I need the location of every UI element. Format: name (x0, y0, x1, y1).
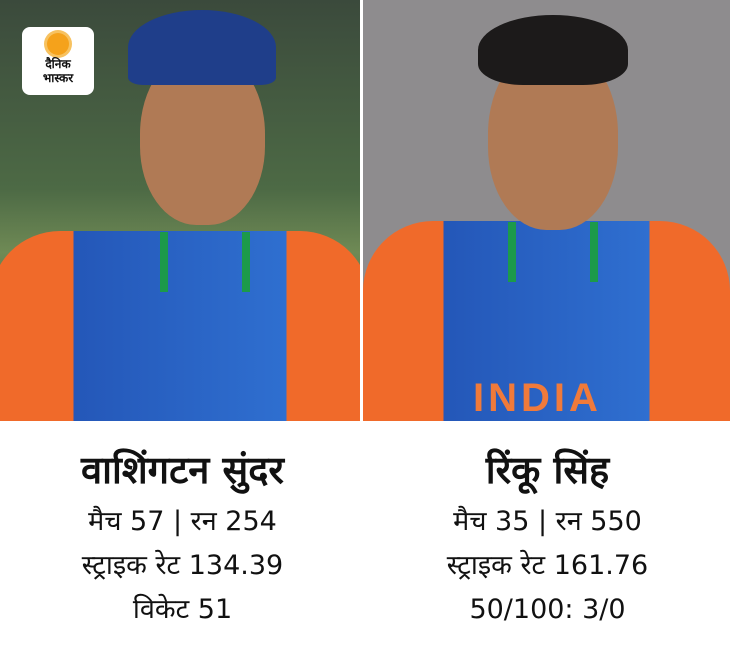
stat-strike-rate: स्ट्राइक रेट 134.39 (81, 550, 284, 581)
jersey (0, 231, 360, 421)
hair (478, 15, 628, 85)
logo-text-2: भास्कर (42, 71, 74, 85)
player-photo-washington-sundar: दैनिक भास्कर (0, 0, 360, 421)
logo-text-1: दैनिक (45, 57, 71, 71)
stat-matches-runs: मैच 57 | रन 254 (88, 506, 277, 537)
jersey (363, 221, 730, 421)
dainik-bhaskar-logo: दैनिक भास्कर (22, 27, 94, 95)
collar (160, 232, 250, 292)
collar (508, 222, 598, 282)
sun-icon (47, 33, 69, 55)
player-card-rinku-singh: रिंकू सिंह मैच 35 | रन 550 स्ट्राइक रेट … (365, 440, 730, 632)
stat-fifties-hundreds: 50/100: 3/0 (469, 594, 626, 625)
stat-matches-runs: मैच 35 | रन 550 (453, 506, 642, 537)
player-card-washington-sundar: वाशिंगटन सुंदर मैच 57 | रन 254 स्ट्राइक … (0, 440, 365, 632)
player-name: वाशिंगटन सुंदर (81, 448, 284, 492)
player-photo-rinku-singh: INDIA (363, 0, 730, 421)
player-name: रिंकू सिंह (485, 448, 610, 492)
stat-wickets: विकेट 51 (132, 594, 233, 625)
cap (128, 10, 276, 85)
stat-strike-rate: स्ट्राइक रेट 161.76 (446, 550, 649, 581)
jersey-text: INDIA (473, 376, 602, 420)
